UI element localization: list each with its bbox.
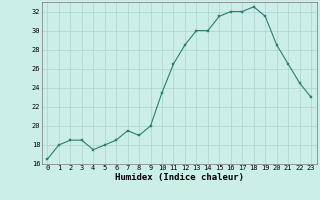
X-axis label: Humidex (Indice chaleur): Humidex (Indice chaleur) [115, 173, 244, 182]
